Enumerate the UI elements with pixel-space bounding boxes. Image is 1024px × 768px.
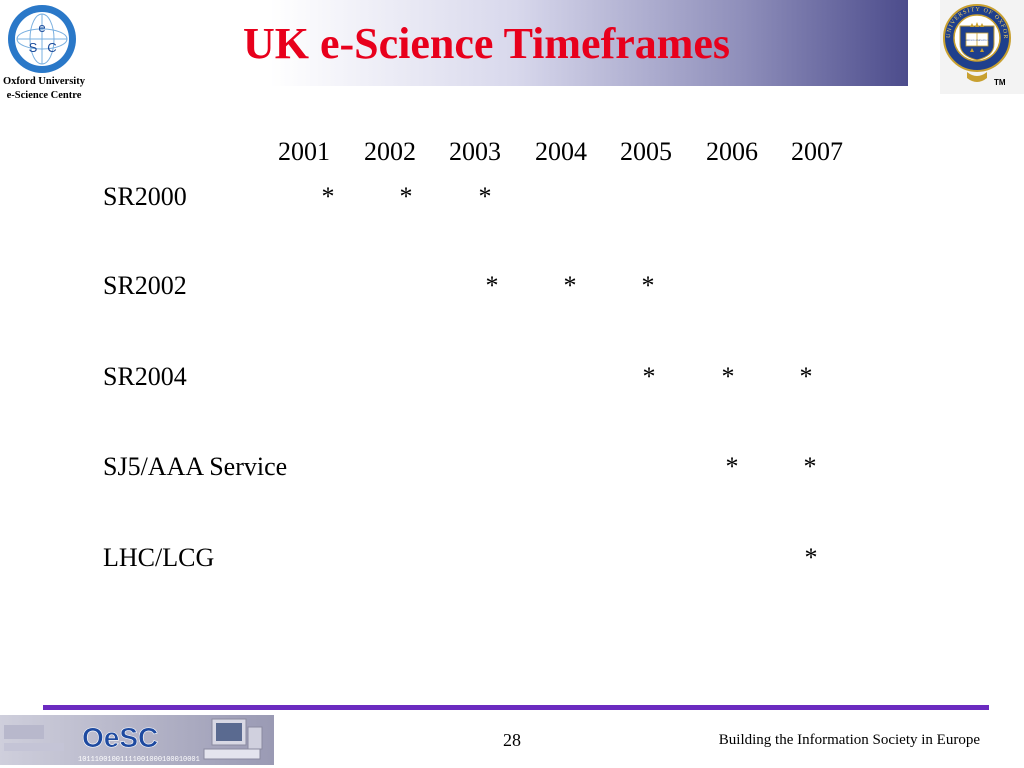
- year-2004: 2004: [535, 137, 587, 166]
- row-sj5-aaa-star: *: [803, 452, 817, 481]
- row-label-lhc-lcg: LHC/LCG: [103, 543, 215, 572]
- logo-caption: Oxford University e-Science Centre: [0, 75, 88, 103]
- row-sr2002-star: *: [563, 271, 577, 300]
- row-lhc-lcg-star: *: [804, 543, 818, 572]
- year-2007: 2007: [791, 137, 843, 166]
- year-2005: 2005: [620, 137, 672, 166]
- logo-caption-line2: e-Science Centre: [6, 90, 82, 101]
- slide-title: UK e-Science Timeframes: [242, 19, 731, 68]
- row-sr2000-star: *: [399, 182, 413, 211]
- row-label-sj5-aaa: SJ5/AAA Service: [103, 452, 288, 481]
- year-2001: 2001: [278, 137, 330, 166]
- row-label-sr2000: SR2000: [103, 182, 187, 211]
- year-2006: 2006: [706, 137, 758, 166]
- row-sr2002-star: *: [485, 271, 499, 300]
- year-2002: 2002: [364, 137, 416, 166]
- year-2003: 2003: [449, 137, 501, 166]
- oesc-footer-banner: OeSC 10111001001111001000100010001: [0, 715, 274, 765]
- row-sr2000-star: *: [478, 182, 492, 211]
- row-sr2002-star: *: [641, 271, 655, 300]
- footer-divider: [43, 705, 989, 710]
- logo-letter-c: C: [47, 40, 56, 55]
- oesc-banner-icon: OeSC 10111001001111001000100010001: [4, 718, 263, 764]
- row-label-sr2004: SR2004: [103, 362, 187, 391]
- oesc-logo-icon: e S C: [8, 5, 76, 73]
- trademark-mark: TM: [994, 78, 1006, 87]
- row-sj5-aaa-star: *: [725, 452, 739, 481]
- row-label-sr2002: SR2002: [103, 271, 187, 300]
- page-number: 28: [503, 730, 521, 750]
- logo-letter-s: S: [29, 40, 38, 55]
- logo-caption-line1: Oxford University: [3, 76, 85, 87]
- row-sr2000-star: *: [321, 182, 335, 211]
- logo-letter-e: e: [38, 20, 45, 35]
- footer-tagline: Building the Information Society in Euro…: [718, 732, 980, 748]
- row-sr2004-star: *: [799, 362, 813, 391]
- row-sr2004-star: *: [721, 362, 735, 391]
- row-sr2004-star: *: [642, 362, 656, 391]
- crest-book-text: DOMINUS ILLUMINATIO MEA: [962, 39, 993, 42]
- banner-binary-text: 10111001001111001000100010001: [78, 756, 200, 764]
- banner-logo-text: OeSC: [82, 722, 158, 753]
- timeline-table: 2001 2002 2003 2004 2005 2006 2007 SR200…: [103, 137, 843, 572]
- header-gradient-band: [90, 0, 908, 86]
